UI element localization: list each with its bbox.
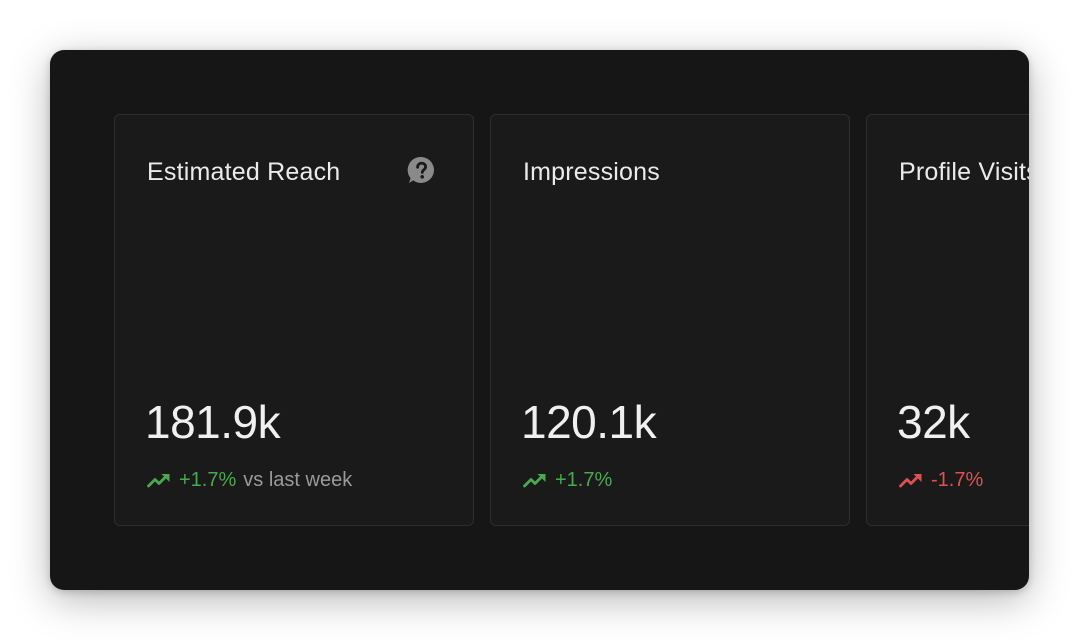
stat-card-delta-value: -1.7% bbox=[931, 469, 984, 491]
stat-card-delta: +1.7% bbox=[523, 469, 612, 492]
stat-card-delta-suffix: vs last week bbox=[243, 469, 353, 491]
trend-down-icon bbox=[899, 473, 922, 487]
trend-up-icon bbox=[147, 473, 170, 487]
stat-card-value: 120.1k bbox=[521, 396, 657, 448]
question-bubble-icon[interactable] bbox=[406, 155, 437, 186]
stat-card-title: Impressions bbox=[523, 158, 660, 186]
stat-card-value: 32k bbox=[897, 396, 970, 448]
stat-card-value: 181.9k bbox=[145, 396, 281, 448]
stat-card-delta: -1.7% bbox=[899, 469, 983, 492]
stats-card-carousel[interactable]: Estimated Reach 181.9k +1.7% vs last wee… bbox=[114, 114, 1029, 526]
stat-card-delta-value: +1.7% bbox=[179, 469, 237, 491]
stat-card-impressions: Impressions 120.1k +1.7% bbox=[490, 114, 850, 526]
trend-up-icon bbox=[523, 473, 546, 487]
stat-card-delta: +1.7% vs last week bbox=[147, 469, 352, 492]
stat-card-title: Profile Visits bbox=[899, 158, 1029, 186]
stat-card-estimated-reach: Estimated Reach 181.9k +1.7% vs last wee… bbox=[114, 114, 474, 526]
stat-card-delta-value: +1.7% bbox=[555, 469, 613, 491]
stats-panel: Estimated Reach 181.9k +1.7% vs last wee… bbox=[50, 50, 1029, 590]
stat-card-profile-visits: Profile Visits 32k -1.7% bbox=[866, 114, 1029, 526]
stat-card-title: Estimated Reach bbox=[147, 158, 341, 186]
